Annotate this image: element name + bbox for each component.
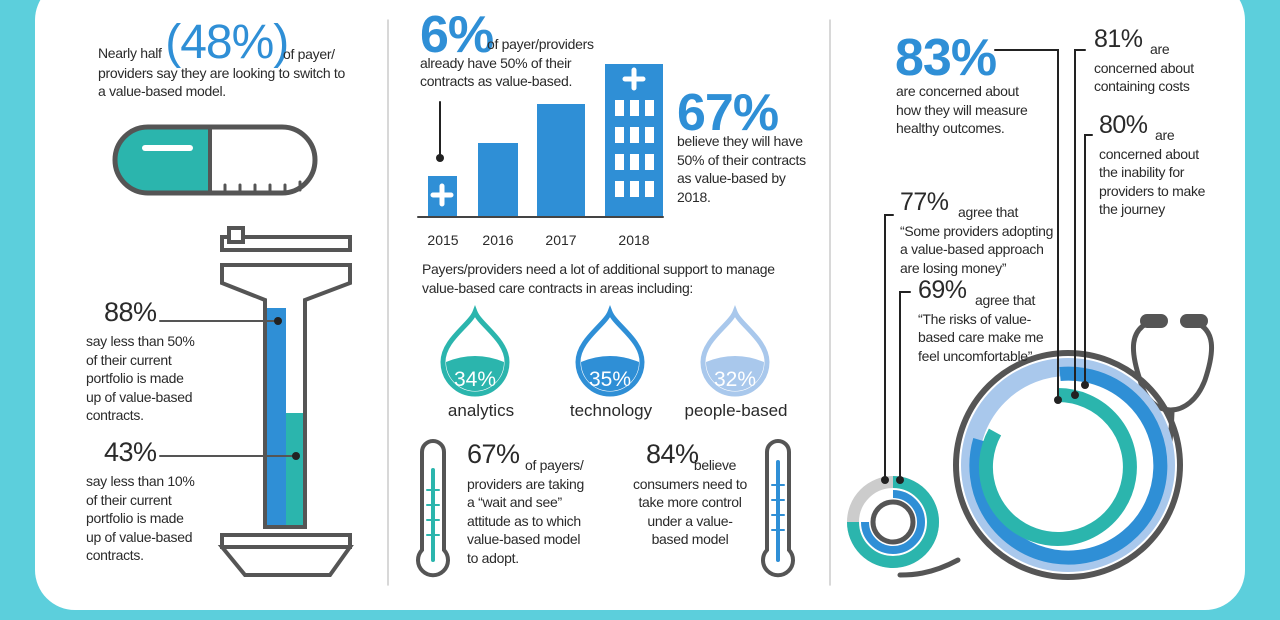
stat-number: 81% xyxy=(1094,25,1143,53)
year-label: 2017 xyxy=(545,232,577,248)
headline: Nearly half (48%) xyxy=(98,19,348,67)
stat-number: 69% xyxy=(918,276,967,304)
stat-text: say less than 10% of their current portf… xyxy=(86,473,195,563)
drop-label: people-based xyxy=(684,401,788,420)
big-number: 83% xyxy=(895,29,997,87)
pill-icon xyxy=(112,124,318,196)
support-text: Payers/providers need a lot of additiona… xyxy=(422,261,775,296)
year-label: 2018 xyxy=(618,232,650,248)
headline-text: of payer/ providers say they are looking… xyxy=(98,46,346,99)
stat-number: 77% xyxy=(900,188,949,216)
big-number: (48%) xyxy=(165,16,289,69)
stat-text: are concerned about containing costs xyxy=(1094,41,1194,94)
stat-number: 84% xyxy=(646,439,699,469)
stat-number: 67% xyxy=(467,439,520,469)
big-number: 6% xyxy=(420,6,494,64)
drop-value: 35% xyxy=(588,368,632,391)
scale-icon xyxy=(159,226,354,577)
thermometer-icons xyxy=(416,439,795,578)
stat-number: 88% xyxy=(104,297,157,327)
stat-text: believe consumers need to take more cont… xyxy=(633,457,747,547)
bar-icons xyxy=(417,64,664,218)
drop-icons xyxy=(440,305,770,397)
stat-text: of payers/ providers are taking a “wait … xyxy=(467,457,584,566)
drop-value: 32% xyxy=(713,368,757,391)
year-label: 2016 xyxy=(482,232,514,248)
stat-text: are concerned about how they will measur… xyxy=(896,83,1028,136)
stat-text: agree that “The risks of value-based car… xyxy=(918,292,1044,364)
text: Nearly half xyxy=(98,45,162,61)
drop-label: analytics xyxy=(447,401,515,420)
big-number: 67% xyxy=(677,84,779,142)
stethoscope-icon xyxy=(847,49,1215,580)
stat-text: are concerned about the inability for pr… xyxy=(1099,127,1206,217)
stat-number: 43% xyxy=(104,437,157,467)
year-label: 2015 xyxy=(427,232,459,248)
stat-number: 80% xyxy=(1099,111,1148,139)
stat-text: of payer/providers already have 50% of t… xyxy=(420,36,594,89)
drop-label: technology xyxy=(569,401,653,420)
stat-text: believe they will have 50% of their cont… xyxy=(677,133,806,205)
drop-value: 34% xyxy=(453,368,497,391)
stat-text: say less than 50% of their current portf… xyxy=(86,333,195,423)
stat-text: agree that “Some providers adopting a va… xyxy=(900,204,1054,276)
